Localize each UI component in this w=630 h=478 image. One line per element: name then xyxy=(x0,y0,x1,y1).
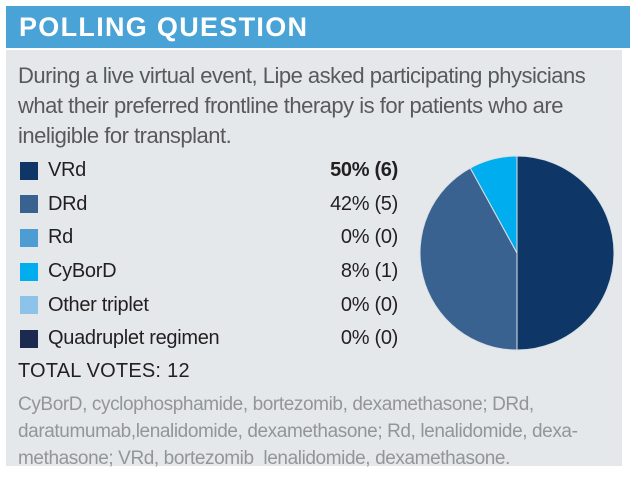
pie-slice-cybord xyxy=(469,155,518,254)
question-text: During a live virtual event, Lipe asked … xyxy=(18,63,586,148)
footnote-line: CyBorD, cyclophosphamide, bortezomib, de… xyxy=(18,394,534,415)
legend-label: CyBorD xyxy=(48,260,117,283)
legend-row-other-triplet: Other triplet 0% (0) xyxy=(20,288,398,322)
pie-legend: VRd 50% (6) DRd 42% (5) Rd 0% (0) CyBorD 8% (1)… xyxy=(20,154,398,356)
legend-value: 0% (0) xyxy=(340,226,398,249)
legend-row-cybord: CyBorD 8% (1) xyxy=(20,255,398,289)
legend-row-rd: Rd 0% (0) xyxy=(20,221,398,255)
footnote-line: methasone; VRd, bortezomib lenalidomide,… xyxy=(18,448,510,469)
legend-swatch-quadruplet-regimen xyxy=(20,329,38,348)
legend-swatch-rd xyxy=(20,228,38,247)
legend-row-vrd: VRd 50% (6) xyxy=(20,154,398,188)
total-votes: TOTAL VOTES: 12 xyxy=(18,360,190,383)
legend-label: VRd xyxy=(48,159,87,182)
legend-label: DRd xyxy=(48,192,88,215)
legend-swatch-drd xyxy=(20,195,38,214)
legend-swatch-other-triplet xyxy=(20,296,38,315)
pie-slice-vrd xyxy=(516,155,615,351)
legend-label: Quadruplet regimen xyxy=(48,327,220,350)
page-title: POLLING QUESTION xyxy=(19,11,309,42)
legend-value: 50% (6) xyxy=(330,159,398,182)
legend-value: 42% (5) xyxy=(330,192,398,215)
total-votes-label: TOTAL VOTES: xyxy=(18,360,162,382)
legend-label: Rd xyxy=(48,226,73,249)
pie-slice-drd xyxy=(419,167,518,351)
pie-chart xyxy=(419,155,615,351)
total-votes-value: 12 xyxy=(167,360,190,382)
legend-value: 0% (0) xyxy=(340,327,398,350)
legend-value: 0% (0) xyxy=(340,293,398,316)
legend-row-drd: DRd 42% (5) xyxy=(20,188,398,222)
abbreviation-footnote: CyBorD, cyclophosphamide, bortezomib, de… xyxy=(18,391,578,472)
legend-row-quadruplet-regimen: Quadruplet regimen 0% (0) xyxy=(20,322,398,356)
footnote-line: daratumumab,lenalidomide, dexamethasone;… xyxy=(18,421,578,442)
legend-label: Other triplet xyxy=(48,293,149,316)
pie-svg xyxy=(419,155,615,351)
legend-swatch-cybord xyxy=(20,262,38,281)
legend-value: 8% (1) xyxy=(340,260,398,283)
header-bar: POLLING QUESTION xyxy=(6,6,630,48)
legend-swatch-vrd xyxy=(20,161,38,180)
